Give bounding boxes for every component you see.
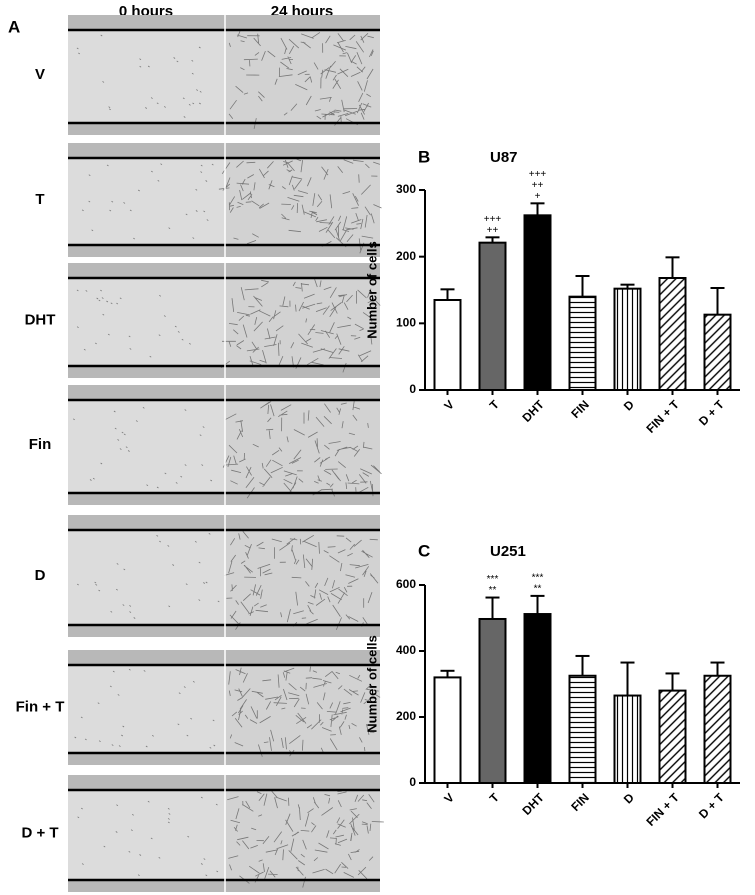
x-tick-label: FIN + T	[643, 397, 682, 436]
y-tick-label: 600	[396, 577, 416, 591]
cell-border-bottom	[68, 754, 380, 765]
x-tick-label: FIN + T	[643, 790, 682, 829]
x-tick-label: D + T	[696, 790, 727, 821]
cell-texture	[72, 401, 382, 499]
cell-texture	[77, 790, 384, 888]
cell-texture	[76, 30, 374, 129]
significance-label: ***	[487, 574, 499, 585]
bar	[658, 689, 687, 784]
panel-label: C	[418, 541, 430, 560]
cell-border-top	[68, 515, 380, 529]
x-tick-label: D	[621, 790, 637, 806]
cell-border-bottom	[68, 367, 380, 378]
row-label: T	[35, 191, 44, 208]
cell-border-bottom	[68, 494, 380, 505]
micrograph-right	[225, 515, 380, 637]
x-tick-label: T	[487, 397, 503, 413]
cell-border-top	[68, 650, 380, 664]
micrograph-left	[68, 775, 225, 892]
micrograph-right	[225, 385, 380, 505]
micrograph-left	[68, 650, 225, 765]
cell-border-top	[68, 385, 380, 399]
bar	[433, 299, 462, 391]
cell-border-bottom	[68, 881, 380, 892]
x-tick-label: V	[441, 790, 457, 806]
significance-label: **	[534, 584, 542, 595]
bar	[703, 674, 732, 784]
bar	[568, 295, 597, 391]
cell-border-bottom	[68, 626, 380, 637]
bar	[478, 241, 507, 391]
cell-border-bottom	[68, 124, 380, 135]
x-tick-label: D	[621, 397, 637, 413]
cell-texture	[76, 279, 381, 373]
cell-border-top	[68, 775, 380, 789]
y-axis-label: Number of cells	[364, 241, 379, 339]
significance-label: ++	[532, 180, 544, 191]
cell-border-bottom	[68, 246, 380, 257]
cell-texture	[74, 666, 381, 757]
significance-label: +++	[484, 214, 502, 225]
x-tick-label: DHT	[520, 397, 548, 425]
bar	[433, 676, 462, 785]
x-tick-label: DHT	[520, 790, 548, 818]
cell-border-top	[68, 15, 380, 29]
significance-label: +	[535, 191, 541, 202]
y-tick-label: 200	[396, 249, 416, 263]
micrograph-right	[225, 263, 380, 378]
cell-border-top	[68, 143, 380, 157]
y-tick-label: 0	[409, 382, 416, 396]
y-axis-label: Number of cells	[364, 635, 379, 733]
micrograph-left	[68, 515, 225, 637]
y-tick-label: 300	[396, 182, 416, 196]
cell-border-top	[68, 263, 380, 277]
bar	[613, 287, 642, 391]
x-tick-label: V	[441, 397, 457, 413]
row-label: Fin + T	[16, 698, 65, 715]
y-tick-label: 0	[409, 775, 416, 789]
row-label: DHT	[25, 311, 56, 328]
bar	[658, 277, 687, 391]
bar	[568, 674, 597, 784]
significance-label: **	[489, 585, 497, 596]
row-label: D	[35, 567, 46, 584]
micrograph-left	[68, 385, 225, 505]
x-tick-label: FIN	[568, 790, 592, 814]
bar	[613, 694, 642, 784]
micrograph-left	[68, 15, 225, 135]
row-label: D + T	[21, 824, 58, 841]
bar	[478, 617, 507, 784]
bar	[523, 214, 552, 391]
x-tick-label: FIN	[568, 397, 592, 421]
significance-label: ***	[532, 573, 544, 584]
chart-title: U251	[490, 543, 526, 560]
x-tick-label: T	[487, 790, 503, 806]
y-tick-label: 100	[396, 316, 416, 330]
panel-label: A	[8, 17, 20, 36]
y-tick-label: 200	[396, 709, 416, 723]
row-label: V	[35, 66, 45, 83]
chart-title: U87	[490, 149, 518, 166]
bar	[523, 613, 552, 784]
row-label: Fin	[29, 436, 52, 453]
micrograph-left	[68, 143, 225, 257]
bar	[703, 313, 732, 391]
micrograph-left	[68, 263, 225, 378]
significance-label: ++	[487, 225, 499, 236]
x-tick-label: D + T	[696, 397, 727, 428]
panel-label: B	[418, 147, 430, 166]
y-tick-label: 400	[396, 643, 416, 657]
significance-label: +++	[529, 169, 547, 180]
